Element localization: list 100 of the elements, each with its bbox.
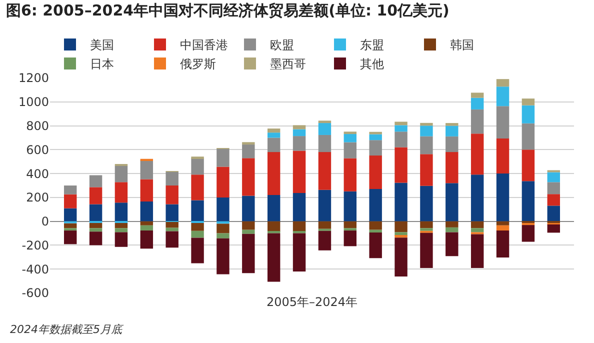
bar <box>242 221 255 230</box>
bar <box>496 86 510 106</box>
bar <box>344 230 357 246</box>
bar <box>140 221 154 226</box>
bar <box>267 132 280 138</box>
bar <box>394 221 408 232</box>
bar <box>64 194 77 208</box>
bar <box>496 79 510 87</box>
bar <box>114 228 128 232</box>
bar <box>522 105 535 124</box>
bar <box>318 120 332 124</box>
legend-label: 俄罗斯 <box>180 57 216 72</box>
bar <box>547 182 560 194</box>
bar <box>166 204 178 222</box>
bar <box>140 230 154 249</box>
y-tick-label: -400 <box>22 262 49 276</box>
bar <box>369 132 382 134</box>
bar <box>344 134 357 142</box>
bar <box>470 109 484 134</box>
bar <box>470 234 484 268</box>
bar <box>344 158 357 192</box>
bar <box>292 150 306 194</box>
bar <box>522 225 535 242</box>
bar <box>344 132 357 134</box>
bar <box>446 227 458 232</box>
bar <box>267 128 280 133</box>
bar <box>470 174 484 222</box>
bar <box>114 182 128 203</box>
bar <box>114 232 128 247</box>
bar <box>496 174 510 222</box>
bar <box>420 154 433 186</box>
bar <box>89 228 102 232</box>
bar <box>64 186 77 194</box>
bar <box>318 152 332 190</box>
bar <box>470 134 484 175</box>
y-tick-label: 1200 <box>18 71 49 86</box>
legend-label: 日本 <box>90 57 114 72</box>
bar <box>292 129 306 136</box>
bar <box>369 221 382 230</box>
bar <box>420 122 433 126</box>
bar <box>394 125 408 132</box>
bar <box>191 230 204 238</box>
bar <box>166 172 178 186</box>
legend-label: 欧盟 <box>270 38 294 52</box>
bar <box>420 186 433 222</box>
bar <box>191 223 204 231</box>
y-tick-label: 1000 <box>18 95 49 110</box>
bar <box>547 172 560 182</box>
bar <box>344 221 357 228</box>
bar <box>344 191 357 222</box>
text: 2024年数据截至5月底 <box>10 323 124 336</box>
legend-label: 韩国 <box>450 38 474 52</box>
bar <box>242 234 255 274</box>
bar <box>446 232 458 256</box>
bar <box>394 122 408 126</box>
bar <box>140 179 154 202</box>
bar <box>522 150 535 182</box>
bar <box>89 232 102 246</box>
bar <box>89 175 102 188</box>
bar <box>470 228 484 232</box>
bar <box>140 202 154 222</box>
bar <box>64 223 77 228</box>
bar <box>470 98 484 110</box>
bar <box>394 235 408 238</box>
bar <box>318 230 332 250</box>
bar <box>267 195 280 222</box>
bar <box>446 221 458 228</box>
bar <box>140 225 154 231</box>
legend-label: 其他 <box>360 57 384 72</box>
bar <box>369 156 382 189</box>
bar <box>496 230 510 258</box>
bar <box>292 233 306 272</box>
bar <box>292 221 306 232</box>
y-tick-label: -600 <box>22 286 49 300</box>
bar <box>216 233 230 238</box>
bar <box>470 92 484 98</box>
bar <box>64 228 77 231</box>
bar <box>242 142 255 145</box>
bar <box>191 200 204 222</box>
bar <box>166 222 178 228</box>
legend-label: 中国香港 <box>180 38 228 52</box>
bar <box>547 206 560 222</box>
bar <box>89 187 102 204</box>
bar <box>420 136 433 154</box>
bar <box>318 134 332 152</box>
bar <box>64 230 77 244</box>
bar <box>420 126 433 136</box>
bar <box>420 228 433 231</box>
bar <box>242 196 255 222</box>
y-tick-label: 0 <box>41 214 49 229</box>
bar <box>216 197 230 222</box>
bar <box>64 208 77 222</box>
bar <box>166 231 178 248</box>
bar <box>318 221 332 229</box>
bar <box>522 123 535 150</box>
y-tick-label: 600 <box>26 142 49 157</box>
y-tick-label: -200 <box>22 238 49 252</box>
bar <box>114 223 128 228</box>
bar <box>166 228 178 232</box>
bar <box>216 166 230 198</box>
